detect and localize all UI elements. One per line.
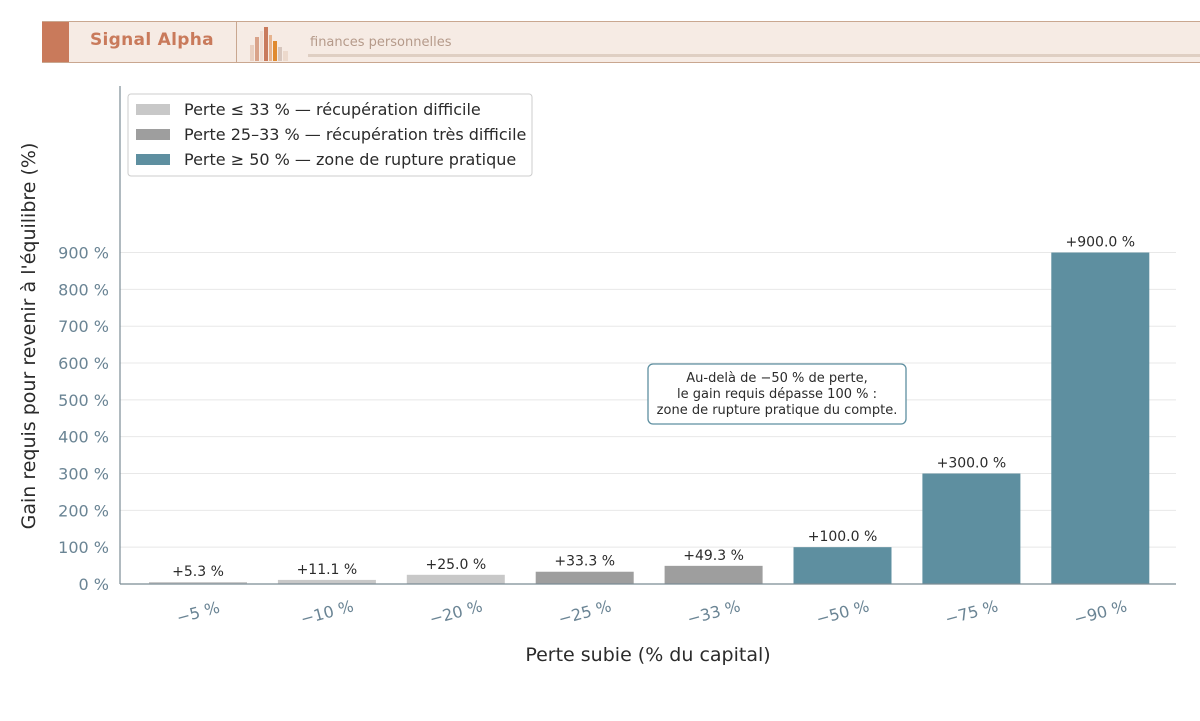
header-divider	[236, 22, 237, 62]
bar-value-label: +5.3 %	[172, 564, 224, 580]
y-tick-label: 300 %	[58, 465, 109, 484]
tagline-rule	[308, 54, 1200, 57]
bar-value-label: +49.3 %	[683, 548, 744, 564]
recovery-bar-chart: 0 % 100 % 200 % 300 % 400 % 500 % 600 % 700 % 80…	[18, 86, 1176, 666]
bar-value-label: +11.1 %	[297, 562, 358, 578]
y-tick-label: 700 %	[58, 317, 109, 336]
y-tick-label: 800 %	[58, 280, 109, 299]
brand-name[interactable]: Signal Alpha	[90, 30, 214, 50]
bar-value-label: +25.0 %	[425, 557, 486, 573]
bar-chart-logo-icon	[250, 27, 288, 61]
legend: Perte ≤ 33 % — récupération difficile Pe…	[127, 93, 533, 177]
legend-swatch-mid	[136, 129, 170, 140]
bar-value-label: +100.0 %	[808, 529, 878, 545]
x-tick-label: −10 %	[298, 596, 355, 628]
annotation-line-2: le gain requis dépasse 100 % :	[677, 387, 877, 402]
bar	[277, 579, 376, 584]
annotation-box	[647, 363, 907, 425]
y-tick-label: 0 %	[79, 575, 109, 594]
bar	[535, 571, 634, 584]
bar-value-label: +900.0 %	[1066, 235, 1136, 251]
y-axis-label: Gain requis pour revenir à l'équilibre (…	[18, 143, 40, 530]
legend-label-low: Perte ≤ 33 % — récupération difficile	[184, 100, 481, 119]
legend-swatch-low	[136, 104, 170, 115]
site-header: Signal Alpha finances personnelles	[42, 21, 1200, 63]
y-tick-label: 900 %	[58, 244, 109, 263]
legend-frame	[127, 93, 533, 177]
bar-value-label: +300.0 %	[937, 456, 1007, 472]
x-ticks: −5 % −10 % −20 % −25 % −33 % −50 % −75 % −90 %	[174, 596, 1129, 628]
y-tick-label: 200 %	[58, 501, 109, 520]
bar	[922, 473, 1021, 584]
bar-value-label: +33.3 %	[554, 554, 615, 570]
bars	[149, 252, 1150, 584]
x-tick-label: −20 %	[427, 596, 484, 628]
bar	[793, 547, 892, 584]
x-tick-label: −50 %	[814, 596, 871, 628]
y-tick-label: 600 %	[58, 354, 109, 373]
bar	[664, 565, 763, 584]
bar	[149, 582, 247, 584]
y-tick-label: 500 %	[58, 391, 109, 410]
annotation-line-1: Au-delà de −50 % de perte,	[686, 371, 867, 386]
brand-swatch	[42, 22, 69, 62]
annotation-line-3: zone de rupture pratique du compte.	[657, 403, 898, 418]
annotation: Au-delà de −50 % de perte, le gain requi…	[647, 363, 907, 425]
y-tick-label: 400 %	[58, 428, 109, 447]
bar	[406, 574, 505, 584]
x-tick-label: −33 %	[685, 596, 742, 628]
y-tick-label: 100 %	[58, 538, 109, 557]
value-labels: +5.3 % +11.1 % +25.0 % +33.3 % +49.3 % +100.0…	[172, 235, 1135, 581]
header-tagline: finances personnelles	[310, 35, 452, 50]
bar	[1051, 252, 1150, 584]
y-ticks: 0 % 100 % 200 % 300 % 400 % 500 % 600 % 700 % 80…	[58, 244, 109, 594]
legend-label-high: Perte ≥ 50 % — zone de rupture pratique	[184, 150, 516, 169]
x-tick-label: −75 %	[943, 596, 1000, 628]
x-tick-label: −5 %	[174, 598, 221, 628]
x-axis-label: Perte subie (% du capital)	[525, 644, 770, 666]
legend-label-mid: Perte 25–33 % — récupération très diffic…	[184, 125, 526, 144]
x-tick-label: −25 %	[556, 596, 613, 628]
legend-swatch-high	[136, 154, 170, 165]
x-tick-label: −90 %	[1072, 596, 1129, 628]
